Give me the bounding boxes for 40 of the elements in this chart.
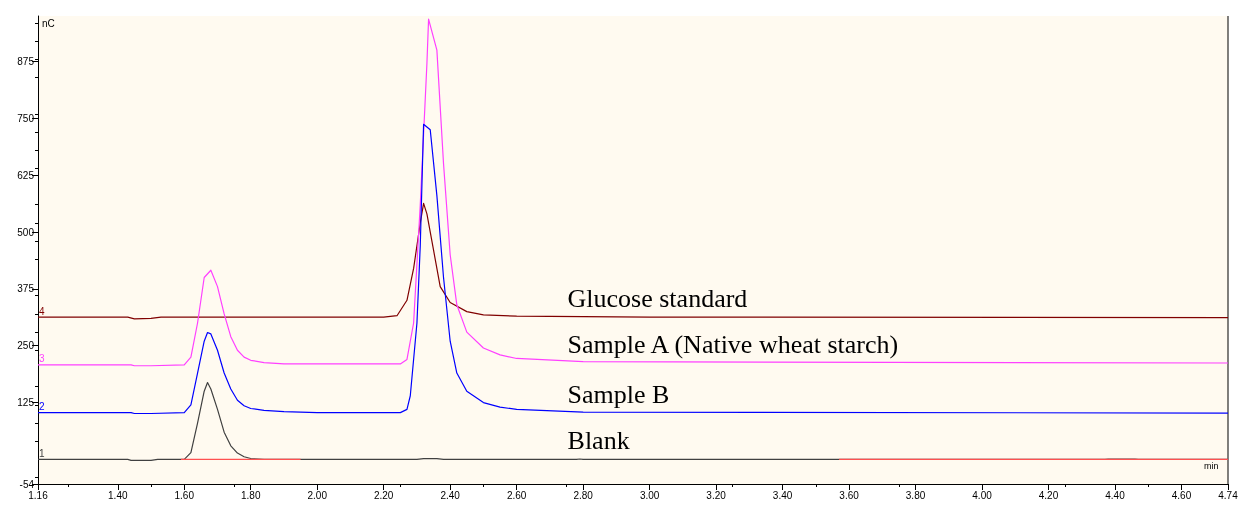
x-tick-label: 4.60	[1171, 489, 1192, 501]
x-tick-label: 1.40	[108, 489, 128, 501]
y-tick-label: 250	[17, 340, 35, 352]
line-series	[37, 123, 1229, 415]
annotation: 2	[39, 401, 45, 413]
x-axis-title: min	[1204, 460, 1219, 471]
y-tick-label: 125	[17, 397, 35, 409]
x-tick-label: 2.20	[373, 489, 394, 501]
line-series	[37, 18, 1229, 367]
x-tick-label: 2.40	[440, 489, 461, 501]
y-axis-title: nC	[42, 17, 55, 29]
annotation: 1	[39, 447, 45, 459]
series-label: Glucose standard	[567, 284, 748, 314]
x-tick-label: 3.80	[905, 489, 926, 501]
x-tick-label: 4.40	[1105, 489, 1126, 501]
x-tick-label: 1.60	[174, 489, 195, 501]
line-series	[37, 202, 1229, 320]
y-tick-label: 625	[17, 169, 35, 181]
y-tick-label: -54	[19, 478, 35, 490]
x-tick-label: 4.00	[972, 489, 993, 501]
y-tick-label: 375	[17, 283, 35, 295]
annotation: 4	[39, 305, 45, 317]
x-tick-label: 2.80	[573, 489, 594, 501]
x-tick-label: 1.16	[28, 489, 49, 501]
x-tick-label: 1.80	[241, 489, 261, 501]
annotation: 3	[39, 353, 45, 365]
x-tick-label: 2.60	[506, 489, 527, 501]
x-tick-label: 3.40	[772, 489, 793, 501]
series-label: Sample A (Native wheat starch)	[567, 329, 899, 359]
x-tick-label: 3.00	[639, 489, 660, 501]
y-tick-label: 750	[17, 112, 35, 124]
y-tick-label: 875	[17, 55, 35, 67]
x-tick-label: 2.00	[307, 489, 328, 501]
y-tick-label: 500	[17, 226, 35, 238]
x-tick-label: 3.60	[839, 489, 860, 501]
x-tick-label: 3.20	[706, 489, 727, 501]
x-tick-label: 4.20	[1038, 489, 1059, 501]
series-label: Blank	[567, 425, 630, 455]
x-tick-label: 4.74	[1218, 489, 1239, 501]
series-label: Sample B	[567, 379, 670, 409]
